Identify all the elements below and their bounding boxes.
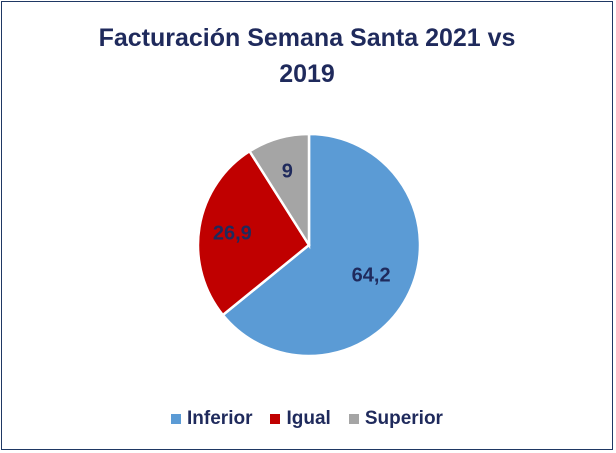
legend: Inferior Igual Superior [2,408,612,430]
data-label-superior: 9 [282,160,293,182]
chart-title-line-1: Facturación Semana Santa 2021 vs [98,24,516,52]
chart-title: Facturación Semana Santa 2021 vs 2019 [2,20,612,92]
legend-label-superior: Superior [364,408,443,429]
legend-swatch-inferior [171,414,182,424]
legend-item-inferior: Inferior [171,408,252,430]
legend-label-igual: Igual [286,408,331,429]
legend-swatch-superior [348,414,359,424]
pie-slice-inferior [221,132,422,358]
legend-item-superior: Superior [348,408,443,430]
data-label-inferior: 64,2 [352,265,391,287]
pie-slice-superior [247,132,311,250]
legend-swatch-igual [270,414,281,424]
pie-slice-igual [196,149,311,317]
data-label-igual: 26,9 [213,222,252,244]
legend-label-inferior: Inferior [187,408,253,429]
chart-title-line-2: 2019 [279,60,335,88]
legend-item-igual: Igual [270,408,331,430]
